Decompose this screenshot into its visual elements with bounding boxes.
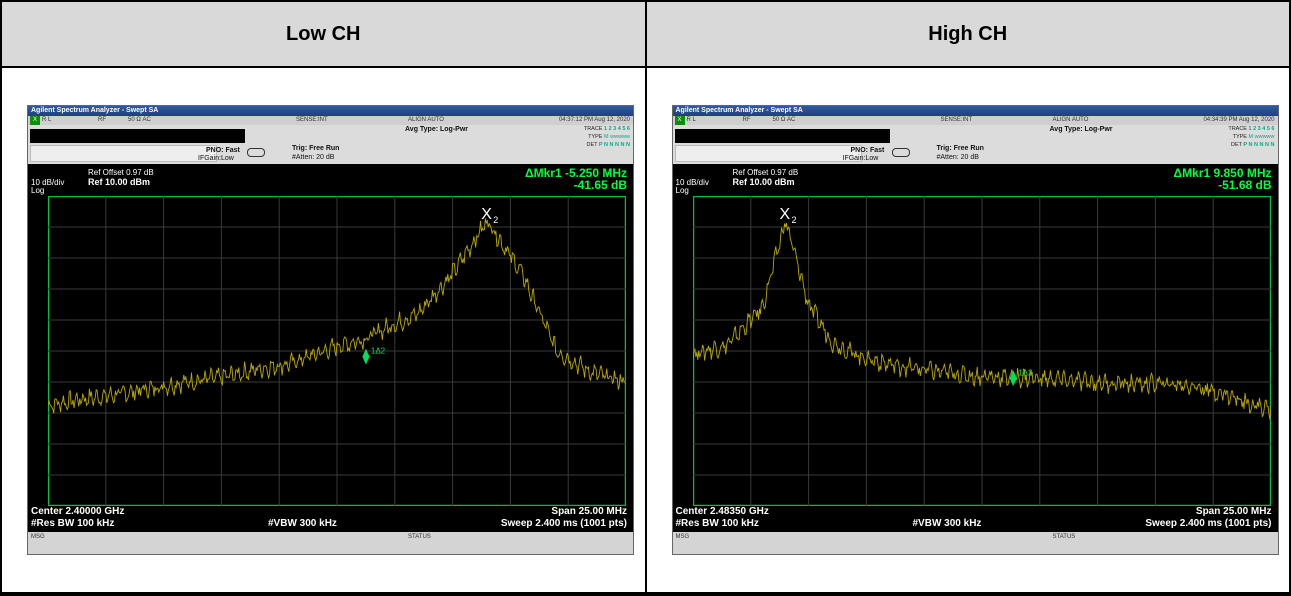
sweep-label: Sweep 2.400 ms (1001 pts) (1145, 518, 1272, 529)
header-high-ch: High CH (644, 0, 1291, 68)
trig-icon (891, 148, 910, 157)
status-bar: MSG STATUS (672, 532, 1278, 554)
settings-panel: X R L RF 50 Ω AC SENSE:INT ALIGN AUTO 04… (672, 116, 1278, 164)
atten-label: #Atten: 20 dB (292, 154, 335, 161)
trace-info: TRACE 1 2 3 4 5 6 TYPE M wwwww DET P N N… (1228, 126, 1275, 148)
rl-label: R L (686, 117, 696, 123)
type-label: TYPE (1232, 134, 1247, 140)
center-freq: Center 2.40000 GHz (31, 506, 125, 517)
status-row: X R L RF 50 Ω AC SENSE:INT ALIGN AUTO 04… (28, 116, 633, 125)
center-freq: Center 2.48350 GHz (675, 506, 769, 517)
screen-badge: X (30, 116, 40, 125)
trig-icon (247, 148, 265, 157)
sense-label: SENSE:INT (940, 117, 973, 123)
status-label: STATUS (408, 534, 431, 540)
marker-value: -41.65 dB (573, 178, 627, 192)
span-label: Span 25.00 MHz (551, 506, 627, 517)
align-label: ALIGN AUTO (408, 117, 444, 123)
timestamp: 04:37:12 PM Aug 12, 2020 (558, 117, 630, 123)
sense-label: SENSE:INT (296, 117, 328, 123)
timestamp: 04:34:39 PM Aug 12, 2020 (1203, 117, 1275, 123)
delta-marker-diamond (362, 348, 370, 365)
avg-type: Avg Type: Log-Pwr (1049, 126, 1113, 133)
span-label: Span 25.00 MHz (1195, 506, 1272, 517)
status-label: STATUS (1052, 534, 1076, 540)
vbw-label: #VBW 300 kHz (268, 518, 337, 529)
info-field (30, 145, 217, 162)
info-field (674, 145, 862, 162)
ref-level: Ref 10.00 dBm (732, 177, 795, 187)
ifgain-label: IFGain:Low (842, 155, 879, 162)
ifgain-label: IFGain:Low (198, 155, 234, 162)
pno-label: PNO: Fast (850, 147, 885, 154)
rf-label: RF (98, 117, 106, 123)
impedance-label: 50 Ω AC (772, 117, 796, 123)
delta-marker-label: 1Δ2 (1018, 368, 1033, 377)
res-bw: #Res BW 100 kHz (675, 518, 759, 529)
det-vals: P N N N N N (1243, 142, 1275, 148)
trace-nums: 1 2 3 4 5 6 (1248, 126, 1275, 132)
screen-badge: X (674, 116, 685, 125)
scale-label: 10 dB/div (675, 178, 709, 187)
det-label: DET (586, 142, 598, 148)
app-title-bar: Agilent Spectrum Analyzer - Swept SA (672, 106, 1278, 116)
rl-label: R L (42, 117, 52, 123)
cell-high-ch: Agilent Spectrum Analyzer - Swept SA X R… (644, 66, 1291, 594)
msg-label: MSG (31, 534, 45, 540)
align-label: ALIGN AUTO (1052, 117, 1089, 123)
status-row: X R L RF 50 Ω AC SENSE:INT ALIGN AUTO 04… (672, 116, 1278, 125)
trig-label: Trig: Free Run (292, 145, 340, 152)
ref-offset: Ref Offset 0.97 dB (732, 168, 799, 177)
ref-offset: Ref Offset 0.97 dB (88, 168, 154, 177)
det-label: DET (1230, 142, 1242, 148)
marker-value: -51.68 dB (1218, 178, 1272, 192)
trig-label: Trig: Free Run (936, 145, 984, 152)
trace-label: TRACE (1228, 126, 1247, 132)
message-field (30, 129, 245, 143)
settings-panel: X R L RF 50 Ω AC SENSE:INT ALIGN AUTO 04… (28, 116, 633, 164)
marker-freq: ΔMkr1 9.850 MHz (1173, 166, 1272, 180)
avg-type: Avg Type: Log-Pwr (405, 126, 468, 133)
analyzer-screenshot-low: Agilent Spectrum Analyzer - Swept SA X R… (27, 105, 634, 555)
cell-low-ch: Agilent Spectrum Analyzer - Swept SA X R… (0, 66, 647, 594)
type-label: TYPE (588, 134, 603, 140)
impedance-label: 50 Ω AC (128, 117, 151, 123)
marker-x2-subscript: 2 (791, 215, 796, 225)
msg-label: MSG (675, 534, 690, 540)
spectrum-plot: 0.00-10.0-20.0-30.0-40.0-50.0-60.0-70.0-… (692, 196, 1271, 506)
marker-freq: ΔMkr1 -5.250 MHz (525, 166, 627, 180)
delta-marker-diamond (1009, 370, 1017, 387)
spectrum-trace (692, 222, 1271, 420)
scale-label: 10 dB/div (31, 178, 65, 187)
rf-label: RF (742, 117, 751, 123)
trace-label: TRACE (583, 126, 603, 132)
spectrum-plot: 0.00-10.0-20.0-30.0-40.0-50.0-60.0-70.0-… (48, 196, 626, 506)
sweep-label: Sweep 2.400 ms (1001 pts) (500, 518, 627, 529)
trace-nums: 1 2 3 4 5 6 (604, 126, 630, 132)
display-area: Ref Offset 0.97 dB 10 dB/div Ref 10.00 d… (672, 164, 1278, 532)
log-label: Log (31, 186, 45, 195)
log-label: Log (675, 186, 689, 195)
message-field (674, 129, 890, 143)
display-area: Ref Offset 0.97 dB 10 dB/div Ref 10.00 d… (28, 164, 633, 532)
marker-x2: X (481, 206, 492, 223)
pno-label: PNO: Fast (206, 147, 240, 154)
marker-x2-subscript: 2 (493, 215, 498, 225)
atten-label: #Atten: 20 dB (936, 154, 979, 161)
marker-x2: X (779, 206, 790, 223)
delta-marker-label: 1Δ2 (371, 347, 386, 356)
header-low-ch: Low CH (0, 0, 647, 68)
trace-info: TRACE 1 2 3 4 5 6 TYPE M wwwww DET P N N… (583, 126, 630, 148)
res-bw: #Res BW 100 kHz (31, 518, 115, 529)
analyzer-screenshot-high: Agilent Spectrum Analyzer - Swept SA X R… (671, 105, 1279, 555)
det-vals: P N N N N N (598, 142, 630, 148)
spectrum-trace (48, 218, 626, 414)
vbw-label: #VBW 300 kHz (912, 518, 982, 529)
ref-level: Ref 10.00 dBm (88, 177, 151, 187)
app-title-bar: Agilent Spectrum Analyzer - Swept SA (28, 106, 633, 116)
status-bar: MSG STATUS (28, 532, 633, 554)
